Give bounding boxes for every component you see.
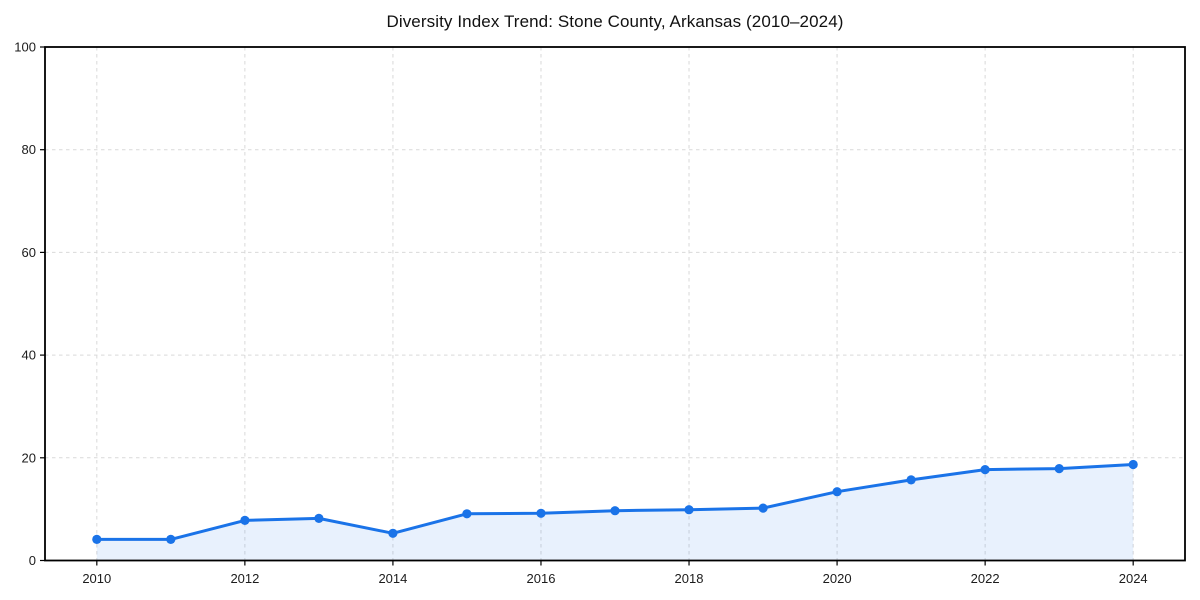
data-point — [980, 465, 990, 475]
x-tick-label: 2012 — [230, 571, 259, 586]
data-point — [388, 528, 398, 538]
data-point — [462, 509, 472, 519]
x-tick-label: 2020 — [823, 571, 852, 586]
x-tick-label: 2014 — [378, 571, 407, 586]
data-point — [1054, 464, 1064, 474]
y-tick-label: 100 — [14, 40, 36, 55]
y-tick-label: 20 — [22, 450, 36, 465]
data-point — [240, 515, 250, 526]
plot-border — [44, 46, 1186, 562]
data-point — [1128, 459, 1138, 470]
x-tick-label: 2018 — [675, 571, 704, 586]
data-point — [166, 534, 176, 545]
y-tick-label: 60 — [22, 245, 36, 260]
chart-title: Diversity Index Trend: Stone County, Ark… — [386, 12, 844, 31]
x-tick-label: 2022 — [971, 571, 1000, 586]
data-point — [610, 506, 620, 516]
y-tick-label: 0 — [29, 553, 36, 568]
data-point — [536, 508, 546, 518]
y-tick-label: 40 — [22, 348, 36, 363]
data-point — [906, 475, 916, 485]
x-tick-label: 2024 — [1119, 571, 1148, 586]
x-tick-label: 2016 — [527, 571, 556, 586]
data-point — [832, 487, 842, 497]
data-point — [92, 534, 102, 545]
y-tick-label: 80 — [22, 142, 36, 157]
x-tick-label: 2010 — [82, 571, 111, 586]
data-point — [314, 513, 324, 524]
data-point — [758, 503, 768, 513]
data-point — [684, 505, 694, 515]
